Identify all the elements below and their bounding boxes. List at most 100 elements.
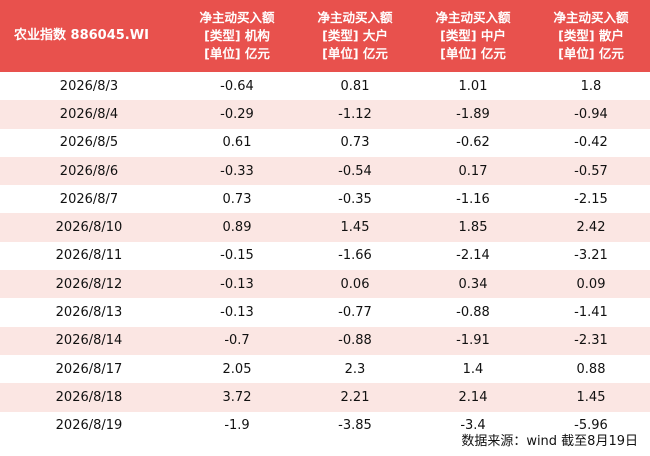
column-header-retail: 净主动买入额 [类型] 散户 [单位] 亿元 — [532, 0, 650, 72]
table-row: 2026/8/12 -0.13 0.06 0.34 0.09 — [0, 270, 650, 299]
retail-cell: 2.42 — [576, 220, 606, 236]
table-row: 2026/8/19 -1.9 -3.85 -3.4 -5.96 — [0, 411, 650, 440]
medium-cell: 0.34 — [458, 276, 488, 292]
column-header-medium: 净主动买入额 [类型] 中户 [单位] 亿元 — [414, 0, 532, 72]
table-row: 2026/8/3 -0.64 0.81 1.01 1.8 — [0, 72, 650, 101]
table-row: 2026/8/6 -0.33 -0.54 0.17 -0.57 — [0, 156, 650, 186]
large-cell: -0.54 — [338, 163, 372, 179]
retail-cell: -1.41 — [574, 305, 608, 321]
retail-cell: -0.57 — [574, 163, 608, 179]
institution-cell: 0.61 — [222, 135, 252, 151]
date-cell: 2026/8/12 — [55, 276, 123, 292]
medium-cell: 1.01 — [458, 78, 488, 94]
retail-cell: -0.42 — [574, 135, 608, 151]
table-row: 2026/8/17 2.05 2.3 1.4 0.88 — [0, 354, 650, 384]
column-header-type: [类型] 散户 — [558, 28, 624, 43]
net-active-buying-table: 农业指数 886045.WI 净主动买入额 [类型] 机构 [单位] 亿元 净主… — [0, 0, 650, 440]
date-cell: 2026/8/6 — [59, 163, 119, 179]
large-cell: -0.88 — [338, 333, 372, 349]
large-cell: 2.3 — [344, 361, 366, 377]
date-cell: 2026/8/19 — [55, 418, 123, 434]
medium-cell: -1.91 — [456, 333, 490, 349]
table-row: 2026/8/14 -0.7 -0.88 -1.91 -2.31 — [0, 326, 650, 355]
column-header-line: 净主动买入额 — [435, 10, 511, 25]
retail-cell: 1.8 — [580, 78, 602, 94]
date-cell: 2026/8/14 — [55, 333, 123, 349]
column-header-line: 净主动买入额 — [317, 10, 393, 25]
institution-cell: -1.9 — [224, 418, 250, 434]
column-header-large: 净主动买入额 [类型] 大户 [单位] 亿元 — [296, 0, 414, 72]
large-cell: 0.73 — [340, 135, 370, 151]
column-header-unit: [单位] 亿元 — [204, 46, 270, 61]
column-header-institution: 净主动买入额 [类型] 机构 [单位] 亿元 — [178, 0, 296, 72]
institution-cell: -0.64 — [220, 78, 254, 94]
table-row: 2026/8/11 -0.15 -1.66 -2.14 -3.21 — [0, 241, 650, 271]
table-row: 2026/8/5 0.61 0.73 -0.62 -0.42 — [0, 128, 650, 157]
date-cell: 2026/8/3 — [59, 78, 119, 94]
large-cell: -0.35 — [338, 191, 372, 207]
column-header-type: [类型] 机构 — [204, 28, 270, 43]
medium-cell: 1.85 — [458, 220, 488, 236]
medium-cell: 2.14 — [458, 389, 488, 405]
retail-cell: 0.09 — [576, 276, 606, 292]
medium-cell: -0.88 — [456, 305, 490, 321]
large-cell: -1.12 — [338, 106, 372, 122]
large-cell: -3.85 — [338, 418, 372, 434]
large-cell: 2.21 — [340, 389, 370, 405]
column-header-type: [类型] 大户 — [322, 28, 388, 43]
medium-cell: -3.4 — [460, 418, 486, 434]
medium-cell: -0.62 — [456, 135, 490, 151]
retail-cell: -0.94 — [574, 106, 608, 122]
table-row: 2026/8/7 0.73 -0.35 -1.16 -2.15 — [0, 185, 650, 214]
date-cell: 2026/8/10 — [55, 220, 123, 236]
medium-cell: 0.17 — [458, 163, 488, 179]
date-cell: 2026/8/4 — [59, 106, 119, 122]
institution-cell: 2.05 — [222, 361, 252, 377]
large-cell: 1.45 — [340, 220, 370, 236]
date-cell: 2026/8/18 — [55, 389, 123, 405]
medium-cell: -1.89 — [456, 106, 490, 122]
column-header-line: 净主动买入额 — [553, 10, 629, 25]
retail-cell: -2.15 — [574, 191, 608, 207]
column-header-unit: [单位] 亿元 — [558, 46, 624, 61]
date-cell: 2026/8/13 — [55, 305, 123, 321]
date-cell: 2026/8/11 — [55, 248, 123, 264]
date-cell: 2026/8/7 — [59, 191, 119, 207]
retail-cell: 0.88 — [576, 361, 606, 377]
table-row: 2026/8/4 -0.29 -1.12 -1.89 -0.94 — [0, 100, 650, 129]
institution-cell: -0.29 — [220, 106, 254, 122]
date-cell: 2026/8/5 — [59, 135, 119, 151]
retail-cell: -3.21 — [574, 248, 608, 264]
table-row: 2026/8/10 0.89 1.45 1.85 2.42 — [0, 213, 650, 242]
retail-cell: 1.45 — [576, 389, 606, 405]
table-body: 2026/8/3 -0.64 0.81 1.01 1.8 2026/8/4 -0… — [0, 72, 650, 440]
institution-cell: 0.89 — [222, 220, 252, 236]
large-cell: -0.77 — [338, 305, 372, 321]
institution-cell: -0.7 — [224, 333, 250, 349]
medium-cell: -2.14 — [456, 248, 490, 264]
retail-cell: -2.31 — [574, 333, 608, 349]
column-header-type: [类型] 中户 — [440, 28, 506, 43]
index-title: 农业指数 886045.WI — [14, 28, 149, 43]
column-header-unit: [单位] 亿元 — [322, 46, 388, 61]
institution-cell: 3.72 — [222, 389, 252, 405]
column-header-line: 净主动买入额 — [199, 10, 275, 25]
header-row: 农业指数 886045.WI 净主动买入额 [类型] 机构 [单位] 亿元 净主… — [0, 0, 650, 72]
institution-cell: 0.73 — [222, 191, 252, 207]
column-header-unit: [单位] 亿元 — [440, 46, 506, 61]
data-source-note: 数据来源：wind 截至8月19日 — [461, 434, 638, 449]
medium-cell: 1.4 — [462, 361, 484, 377]
institution-cell: -0.13 — [220, 305, 254, 321]
table-row: 2026/8/18 3.72 2.21 2.14 1.45 — [0, 383, 650, 412]
institution-cell: -0.33 — [220, 163, 254, 179]
date-cell: 2026/8/17 — [55, 361, 123, 377]
large-cell: 0.81 — [340, 78, 370, 94]
table-row: 2026/8/13 -0.13 -0.77 -0.88 -1.41 — [0, 298, 650, 327]
medium-cell: -1.16 — [456, 191, 490, 207]
large-cell: -1.66 — [338, 248, 372, 264]
large-cell: 0.06 — [340, 276, 370, 292]
retail-cell: -5.96 — [574, 418, 608, 434]
institution-cell: -0.13 — [220, 276, 254, 292]
table-header: 农业指数 886045.WI 净主动买入额 [类型] 机构 [单位] 亿元 净主… — [0, 0, 650, 72]
